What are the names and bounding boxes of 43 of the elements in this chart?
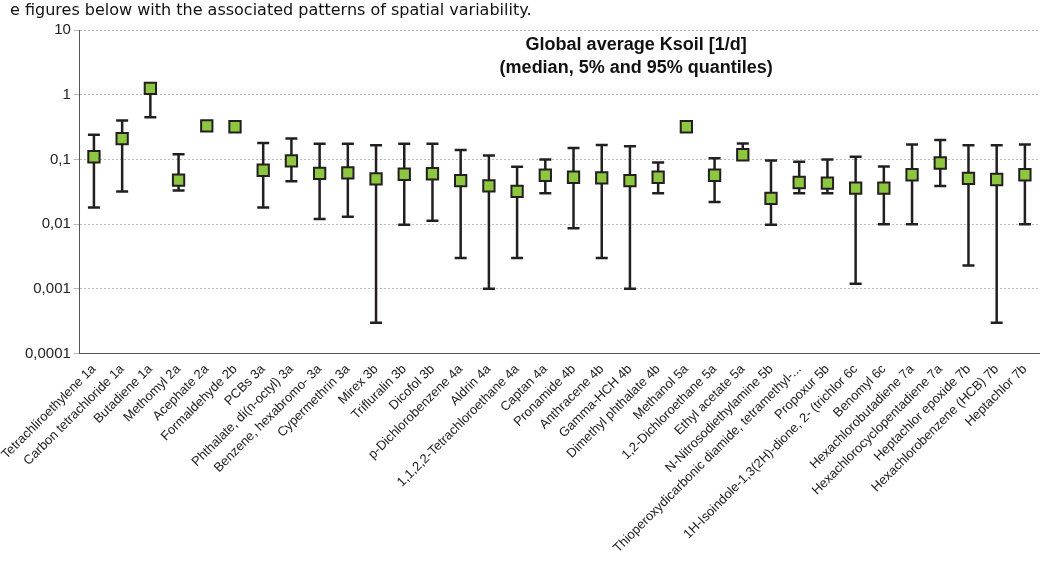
point [623, 173, 637, 188]
point [538, 168, 552, 182]
point [566, 170, 581, 184]
point [510, 184, 524, 199]
point [933, 156, 947, 170]
point [1018, 168, 1032, 182]
point [425, 167, 440, 181]
point [143, 81, 158, 96]
point [679, 120, 694, 134]
point [482, 179, 496, 193]
point [312, 166, 327, 180]
y-tick-label: 10 [54, 20, 71, 38]
point [595, 171, 609, 185]
point [171, 173, 186, 187]
text: (median, 5% and 95% quantiles) [499, 56, 773, 77]
point [341, 166, 355, 180]
y-tick-label: 1 [62, 84, 71, 102]
point [256, 163, 270, 177]
point [848, 181, 863, 195]
text: e figures below with the associated patterns of spatial variability. [10, 0, 532, 19]
point [905, 168, 919, 182]
point [877, 181, 891, 195]
point [397, 167, 411, 181]
y-tick-label: 0,001 [33, 278, 71, 296]
chart-title: Global average Ksoil [1/d] [525, 33, 747, 54]
y-tick-label: 0,1 [49, 149, 71, 167]
point [792, 175, 806, 190]
point [990, 172, 1004, 187]
point [961, 171, 976, 185]
point [651, 170, 665, 184]
point [369, 172, 383, 186]
point [228, 120, 242, 134]
point [115, 131, 129, 146]
point [284, 154, 299, 168]
point [820, 176, 835, 190]
point [454, 173, 468, 188]
y-tick-label: 0,0001 [24, 343, 71, 361]
point [87, 150, 101, 164]
point [200, 119, 214, 133]
point [736, 148, 750, 162]
point [707, 168, 722, 182]
point [764, 191, 778, 206]
y-tick-label: 0,01 [41, 214, 71, 232]
